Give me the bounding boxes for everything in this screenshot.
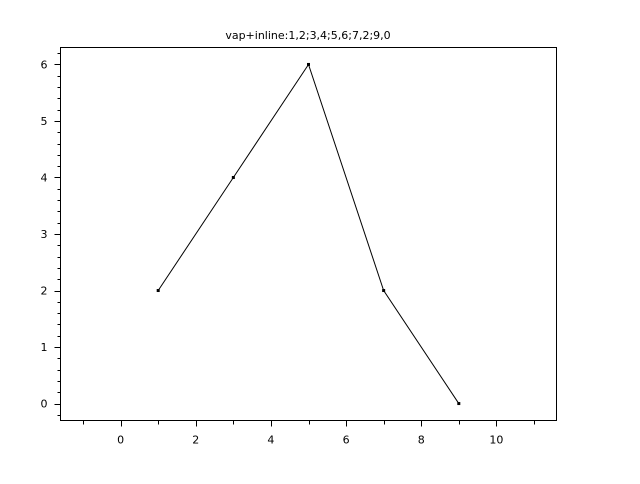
y-tick-label: 3 [41,228,48,241]
y-tick-label: 2 [41,285,48,298]
data-point [307,62,310,66]
data-point [156,289,160,293]
y-tick-label: 5 [41,115,48,128]
plot-area-frame [60,47,557,421]
x-tick-label: 4 [267,434,274,447]
chart-title: vap+inline:1,2;3,4;5,6;7,2;9,0 [225,29,390,42]
data-point [457,402,461,406]
data-point [231,175,235,179]
y-tick-label: 6 [41,58,48,71]
y-tick-label: 0 [41,398,48,411]
series-line [157,63,460,404]
x-tick-label: 10 [489,434,503,447]
x-tick-label: 0 [117,434,124,447]
x-tick-label: 6 [343,434,350,447]
y-tick-label: 4 [41,171,48,184]
data-point [382,289,386,293]
x-tick-label: 8 [418,434,425,447]
y-tick-label: 1 [41,341,48,354]
x-tick-label: 2 [192,434,199,447]
